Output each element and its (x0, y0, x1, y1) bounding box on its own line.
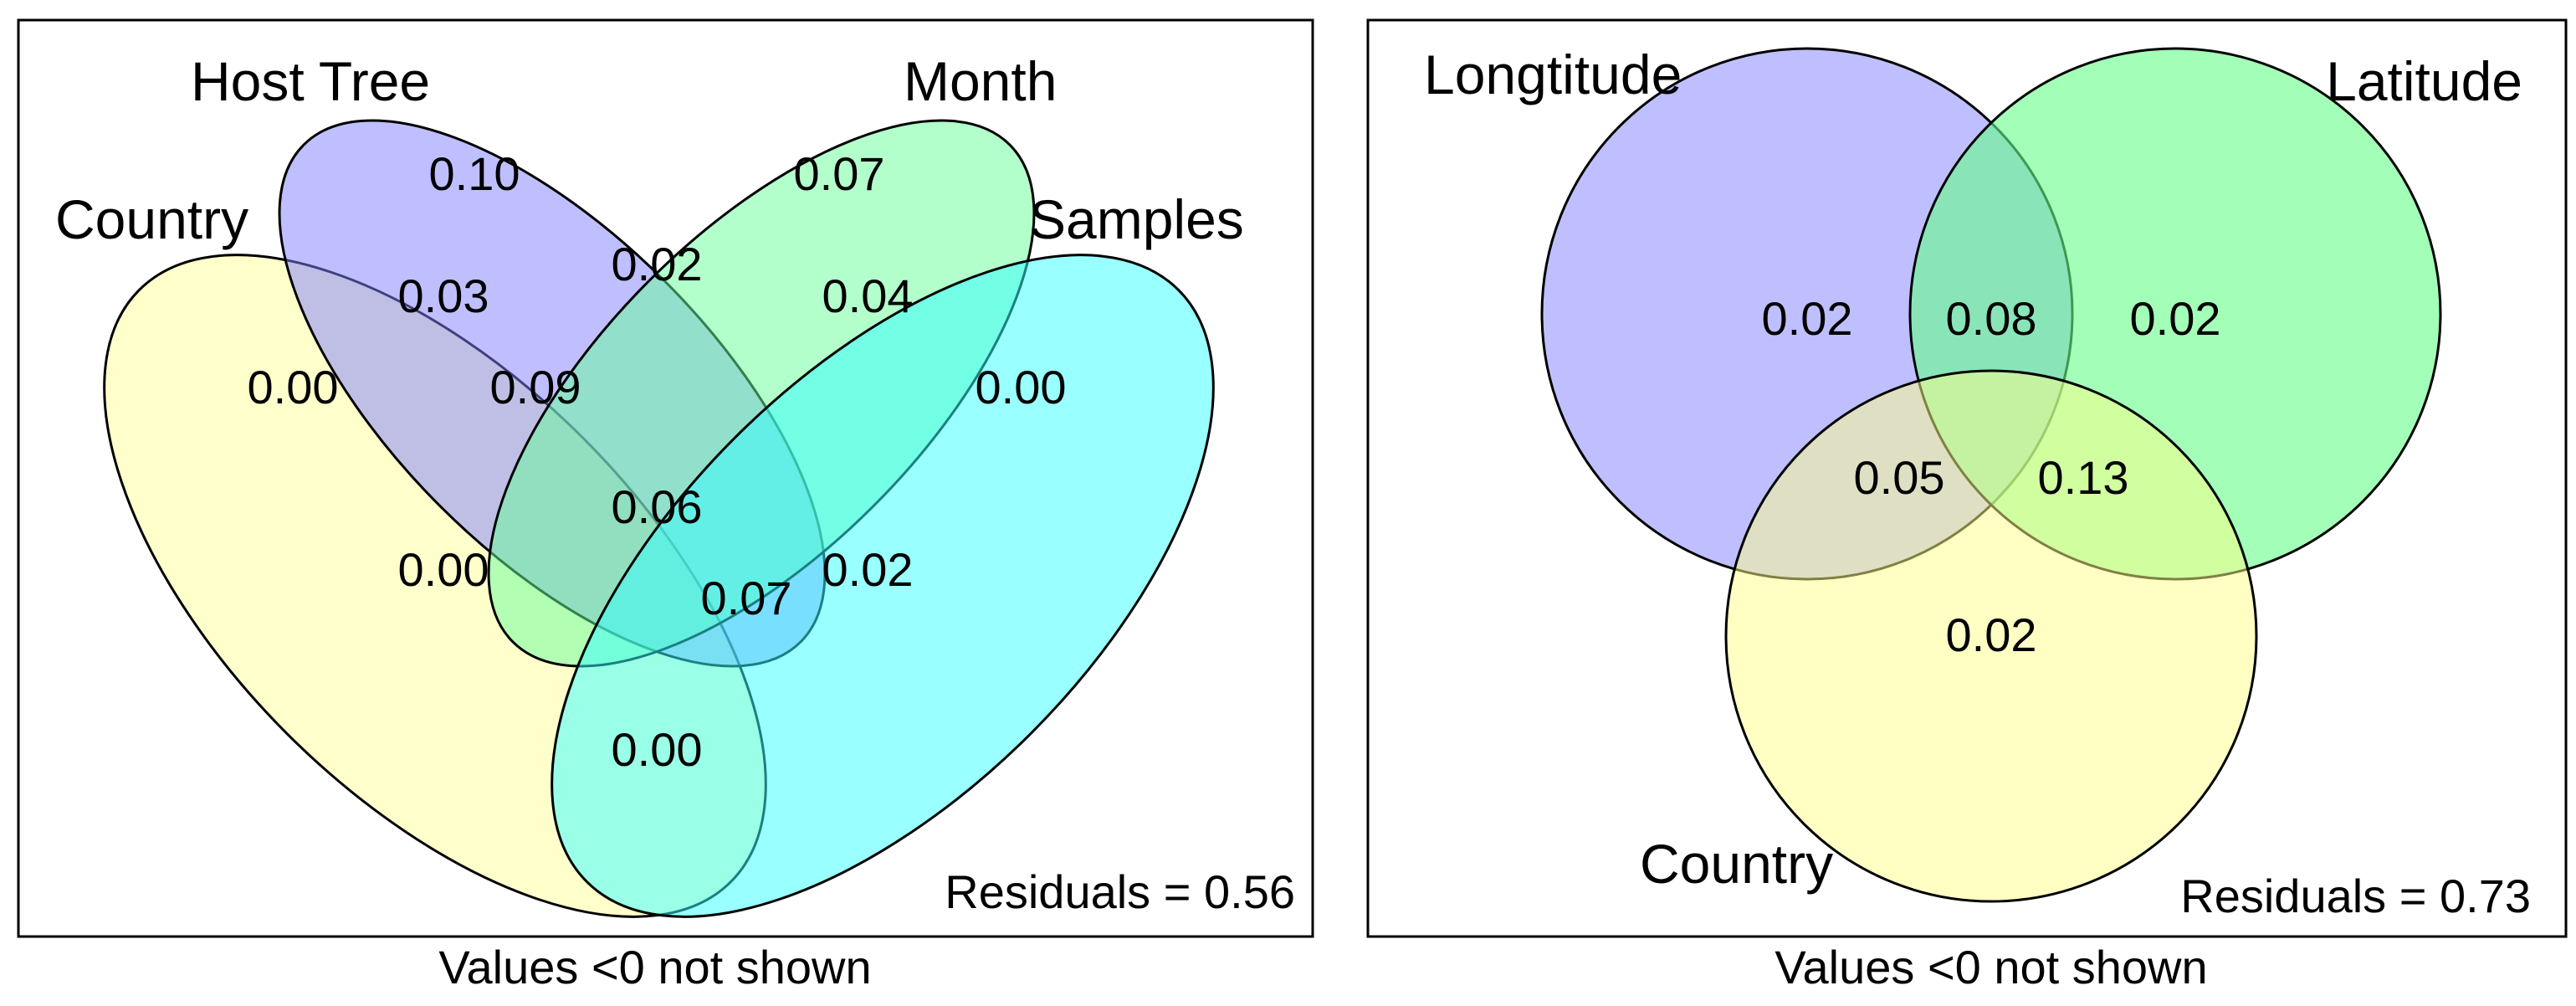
region-value-latitude-country: 0.13 (2038, 451, 2129, 504)
footnote-left: Values <0 not shown (438, 941, 871, 993)
set-label-country-right: Country (1640, 833, 1833, 895)
region-value-country-samples: 0.00 (612, 723, 703, 776)
region-value-all-four: 0.06 (612, 480, 703, 533)
set-label-samples: Samples (1029, 188, 1244, 250)
region-value-longtitude: 0.02 (1762, 292, 1853, 345)
venn-panel-left: Host Tree Month Country Samples 0.00 0.1… (17, 18, 1314, 993)
residuals-label-left: Residuals = 0.56 (945, 865, 1295, 918)
region-value-country-right: 0.02 (1946, 608, 2037, 661)
set-ellipse-samples (551, 254, 1215, 918)
region-value-host-tree-month: 0.02 (612, 238, 703, 290)
region-value-month: 0.07 (794, 147, 885, 200)
region-value-host-tree-month-samples: 0.07 (701, 572, 792, 624)
region-value-country-host-tree: 0.03 (398, 269, 489, 322)
venn-panel-right: Longtitude Latitude Country 0.02 0.08 0.… (1366, 18, 2568, 993)
set-label-longtitude: Longtitude (1424, 44, 1682, 105)
region-value-longtitude-latitude: 0.08 (1946, 292, 2037, 345)
region-value-country: 0.00 (248, 361, 339, 413)
region-value-host-tree: 0.10 (429, 147, 520, 200)
region-value-country-host-tree-month: 0.09 (490, 361, 581, 413)
set-label-month: Month (904, 50, 1057, 112)
footnote-right: Values <0 not shown (1775, 941, 2207, 993)
region-value-month-samples: 0.04 (822, 269, 914, 322)
set-label-latitude: Latitude (2326, 50, 2522, 112)
set-circle-country (1724, 369, 2258, 903)
region-value-samples: 0.00 (976, 361, 1067, 413)
region-value-latitude: 0.02 (2130, 292, 2221, 345)
region-value-host-tree-samples: 0.02 (822, 543, 914, 596)
set-label-host-tree: Host Tree (191, 50, 430, 112)
region-value-longtitude-country: 0.05 (1854, 451, 1945, 504)
set-label-country: Country (55, 188, 248, 250)
region-value-country-month: 0.00 (398, 543, 489, 596)
residuals-label-right: Residuals = 0.73 (2180, 870, 2531, 922)
